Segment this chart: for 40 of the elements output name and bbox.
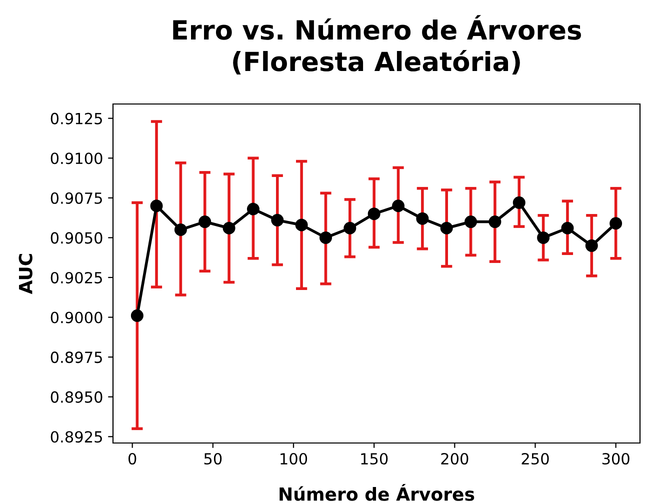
point xyxy=(440,222,453,234)
point xyxy=(271,214,284,226)
point xyxy=(198,216,212,228)
y-tick-label: 0.8950 xyxy=(50,391,102,403)
x-tick-label: 0 xyxy=(128,452,136,465)
y-tick-label: 0.9125 xyxy=(50,112,102,124)
point xyxy=(392,200,405,212)
point xyxy=(222,222,236,234)
x-tick-label: 100 xyxy=(280,452,308,465)
point xyxy=(246,202,260,216)
x-tick-label: 300 xyxy=(602,452,630,465)
y-tick-label: 0.9000 xyxy=(50,312,102,324)
point xyxy=(174,223,187,236)
x-axis-title: Número de Árvores xyxy=(280,484,474,501)
point xyxy=(610,217,622,230)
point xyxy=(295,218,308,232)
point xyxy=(512,196,526,209)
point xyxy=(319,231,332,244)
y-tick-label: 0.8975 xyxy=(50,352,102,364)
point xyxy=(368,208,380,220)
x-tick-label: 250 xyxy=(522,452,549,465)
point xyxy=(537,231,550,244)
x-tick-label: 150 xyxy=(361,452,388,465)
y-tick-label: 0.8925 xyxy=(50,431,102,443)
x-tick-label: 200 xyxy=(441,452,468,465)
y-tick-label: 0.9025 xyxy=(50,272,102,284)
y-axis-title: AUC xyxy=(18,254,32,294)
point xyxy=(464,216,478,228)
y-tick-label: 0.9100 xyxy=(50,152,102,164)
y-tick-label: 0.9050 xyxy=(50,232,102,244)
point xyxy=(344,222,356,234)
point xyxy=(585,239,598,252)
point xyxy=(488,216,502,228)
point xyxy=(561,222,574,234)
x-tick-label: 50 xyxy=(204,452,222,465)
chart-title: Erro vs. Número de Árvores (Floresta Aleatória) xyxy=(173,15,581,75)
y-tick-label: 0.9075 xyxy=(50,192,102,204)
point xyxy=(416,212,429,225)
point xyxy=(150,200,163,212)
point xyxy=(130,309,144,322)
